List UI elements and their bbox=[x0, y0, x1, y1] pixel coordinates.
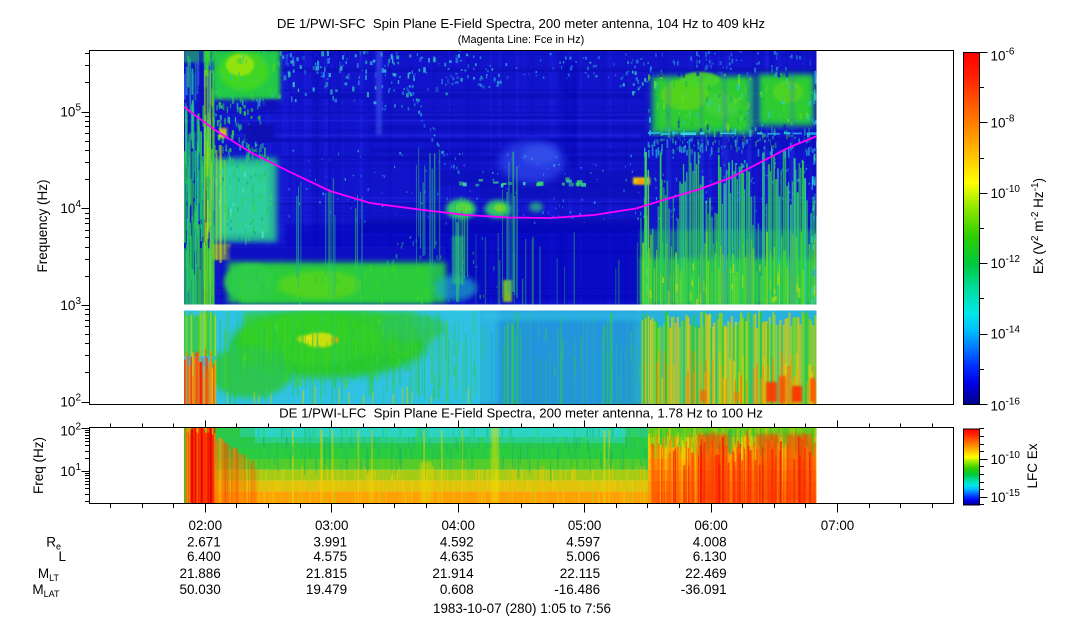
svg-text:04:00: 04:00 bbox=[441, 518, 475, 533]
svg-text:07:00: 07:00 bbox=[821, 518, 855, 533]
svg-text:4.008: 4.008 bbox=[693, 535, 727, 550]
svg-text:05:00: 05:00 bbox=[568, 518, 602, 533]
svg-text:​10-10: ​10-10 bbox=[991, 184, 1021, 201]
svg-text:5.006: 5.006 bbox=[566, 549, 600, 564]
svg-text:19.479: 19.479 bbox=[306, 582, 347, 597]
svg-text:Ex (V2 m-2 Hz-1): Ex (V2 m-2 Hz-1) bbox=[1030, 178, 1046, 274]
svg-text:-16.486: -16.486 bbox=[554, 582, 600, 597]
svg-text:0.608: 0.608 bbox=[440, 582, 474, 597]
svg-text:6.400: 6.400 bbox=[187, 549, 221, 564]
svg-text:21.815: 21.815 bbox=[306, 566, 347, 581]
svg-text:4.575: 4.575 bbox=[313, 549, 347, 564]
svg-text:06:00: 06:00 bbox=[694, 518, 728, 533]
svg-text:​102: ​102 bbox=[60, 393, 81, 410]
svg-text:4.635: 4.635 bbox=[440, 549, 474, 564]
svg-text:6.130: 6.130 bbox=[693, 549, 727, 564]
svg-text:Freq (Hz): Freq (Hz) bbox=[31, 437, 46, 494]
svg-text:DE 1/PWI-SFC Spin Plane E-Fie: DE 1/PWI-SFC Spin Plane E-Field Spectra,… bbox=[277, 16, 765, 31]
svg-text:(Magenta Line: Fce in Hz): (Magenta Line: Fce in Hz) bbox=[458, 34, 585, 46]
svg-text:21.886: 21.886 bbox=[180, 566, 221, 581]
svg-text:3.991: 3.991 bbox=[313, 535, 347, 550]
svg-text:50.030: 50.030 bbox=[180, 582, 221, 597]
svg-text:4.597: 4.597 bbox=[566, 535, 600, 550]
svg-text:21.914: 21.914 bbox=[432, 566, 474, 581]
svg-text:2.671: 2.671 bbox=[187, 535, 221, 550]
svg-text:03:00: 03:00 bbox=[315, 518, 349, 533]
svg-text:22.115: 22.115 bbox=[560, 566, 600, 581]
svg-text:4.592: 4.592 bbox=[440, 535, 474, 550]
svg-text:1983-10-07 (280) 1:05 to 7:56: 1983-10-07 (280) 1:05 to 7:56 bbox=[433, 601, 611, 616]
svg-text:Frequency (Hz): Frequency (Hz) bbox=[35, 179, 50, 272]
svg-text:​101: ​101 bbox=[60, 462, 81, 479]
svg-text:LFC Ex: LFC Ex bbox=[1025, 443, 1040, 488]
svg-text:L: L bbox=[58, 549, 66, 564]
svg-text:02:00: 02:00 bbox=[189, 518, 223, 533]
svg-text:22.469: 22.469 bbox=[685, 566, 726, 581]
svg-text:-36.091: -36.091 bbox=[681, 582, 727, 597]
svg-text:DE 1/PWI-LFC Spin Plane E-Fie: DE 1/PWI-LFC Spin Plane E-Field Spectra,… bbox=[279, 406, 763, 421]
